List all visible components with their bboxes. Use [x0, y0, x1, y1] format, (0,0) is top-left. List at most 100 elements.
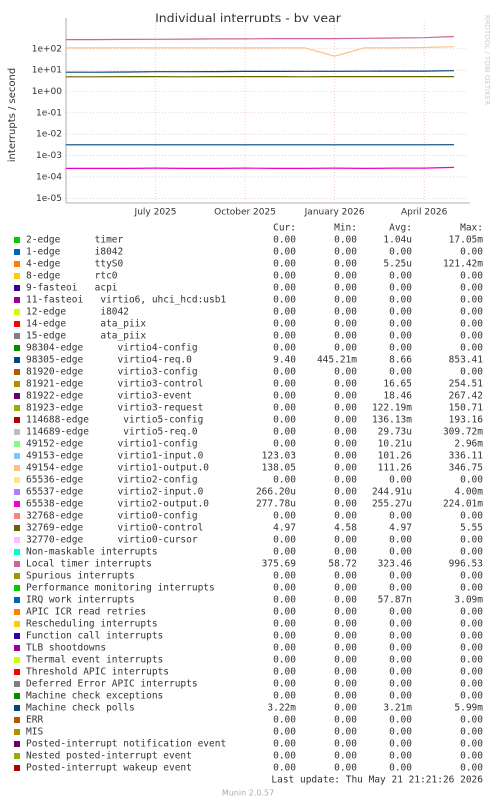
legend-value: 0.00 [460, 343, 483, 354]
legend-swatch [14, 693, 20, 699]
legend-value: 0.00 [389, 511, 412, 522]
legend-header: Min: [334, 223, 357, 234]
legend-value: 0.00 [273, 751, 296, 762]
legend-value: 0.00 [334, 295, 357, 306]
legend-value: 0.00 [334, 727, 357, 738]
legend-label: 65536-edge virtio2-config [26, 475, 198, 486]
legend-swatch [14, 309, 20, 315]
legend-value: 0.00 [273, 307, 296, 318]
legend-value: 0.00 [273, 475, 296, 486]
y-tick-label: 1e+00 [32, 87, 63, 97]
legend-label: Nested posted-interrupt event [26, 751, 192, 762]
legend-value: 0.00 [334, 751, 357, 762]
y-axis-label: interrupts / second [7, 68, 18, 162]
legend-value: 0.00 [389, 367, 412, 378]
legend-swatch [14, 357, 20, 363]
legend-value: 0.00 [273, 715, 296, 726]
legend-swatch [14, 597, 20, 603]
legend-value: 224.01m [443, 499, 483, 510]
legend-value: 0.00 [460, 247, 483, 258]
legend-value: 3.22m [267, 703, 296, 714]
legend-value: 0.00 [334, 283, 357, 294]
legend-value: 0.00 [389, 535, 412, 546]
legend-value: 0.00 [460, 607, 483, 618]
legend-value: 123.03 [262, 451, 296, 462]
legend-value: 0.00 [334, 319, 357, 330]
legend-value: 0.00 [273, 295, 296, 306]
legend-value: 0.00 [334, 451, 357, 462]
legend-label: IRQ work interrupts [26, 595, 135, 606]
legend-value: 0.00 [334, 655, 357, 666]
legend-swatch [14, 273, 20, 279]
legend-value: 4.58 [334, 523, 357, 534]
legend-value: 0.00 [460, 679, 483, 690]
legend-swatch [14, 633, 20, 639]
legend-value: 0.00 [389, 619, 412, 630]
legend-value: 0.00 [389, 307, 412, 318]
legend-value: 0.00 [334, 247, 357, 258]
legend-swatch [14, 645, 20, 651]
legend-value: 57.87n [378, 595, 412, 606]
legend-swatch [14, 561, 20, 567]
legend-value: 0.00 [334, 583, 357, 594]
legend-value: 0.00 [334, 631, 357, 642]
legend-value: 0.00 [273, 607, 296, 618]
legend-value: 0.00 [334, 367, 357, 378]
legend-value: 255.27u [372, 499, 412, 510]
legend-value: 0.00 [389, 643, 412, 654]
legend-value: 0.00 [334, 259, 357, 270]
legend-label: 49154-edge virtio1-output.0 [26, 463, 209, 474]
legend-label: 2-edge timer [26, 235, 124, 246]
y-tick-label: 1e+01 [32, 66, 62, 76]
legend-value: 0.00 [460, 583, 483, 594]
legend-value: 0.00 [389, 751, 412, 762]
legend-label: 49152-edge virtio1-config [26, 439, 198, 450]
legend-value: 0.00 [389, 319, 412, 330]
legend-label: 81920-edge virtio3-config [26, 367, 198, 378]
legend-label: APIC ICR read retries [26, 607, 146, 618]
legend-label: Machine check exceptions [26, 691, 163, 702]
legend-swatch [14, 705, 20, 711]
legend-value: 5.55 [460, 523, 483, 534]
legend-swatch [14, 285, 20, 291]
legend-swatch [14, 393, 20, 399]
legend-value: 0.00 [334, 403, 357, 414]
legend-value: 0.00 [334, 619, 357, 630]
legend-value: 0.00 [273, 595, 296, 606]
legend-value: 0.00 [389, 667, 412, 678]
legend-label: 1-edge i8042 [26, 247, 123, 258]
legend-value: 4.00m [454, 487, 483, 498]
legend-value: 0.00 [460, 631, 483, 642]
y-tick-label: 1e+02 [32, 44, 62, 54]
legend-value: 0.00 [334, 739, 357, 750]
legend-label: Machine check polls [26, 703, 135, 714]
legend-swatch [14, 537, 20, 543]
legend-label: 8-edge rtc0 [26, 271, 118, 282]
legend-value: 277.78u [256, 499, 296, 510]
y-tick-label: 1e-02 [36, 130, 62, 140]
legend-label: 32769-edge virtio0-control [26, 523, 203, 534]
legend-value: 0.00 [389, 247, 412, 258]
legend-value: 0.00 [273, 271, 296, 282]
legend-value: 0.00 [273, 667, 296, 678]
legend-value: 0.00 [334, 415, 357, 426]
legend-value: 0.00 [273, 415, 296, 426]
legend-value: 0.00 [389, 727, 412, 738]
legend-swatch [14, 501, 20, 507]
chart-title: Individual interrupts - by year [155, 11, 342, 26]
legend-swatch [14, 573, 20, 579]
legend-value: 0.00 [273, 259, 296, 270]
legend-swatch [14, 333, 20, 339]
legend-label: 81921-edge virtio3-control [26, 379, 203, 390]
legend-value: 0.00 [334, 271, 357, 282]
legend-value: 0.00 [273, 511, 296, 522]
legend-swatch [14, 321, 20, 327]
legend-label: 14-edge ata_piix [26, 319, 146, 330]
legend-value: 0.00 [460, 667, 483, 678]
legend-label: Thermal event interrupts [26, 655, 163, 666]
legend-label: Posted-interrupt notification event [26, 739, 226, 750]
legend-value: 0.00 [334, 571, 357, 582]
legend-value: 0.00 [273, 547, 296, 558]
legend-value: 0.00 [334, 535, 357, 546]
legend-swatch [14, 405, 20, 411]
